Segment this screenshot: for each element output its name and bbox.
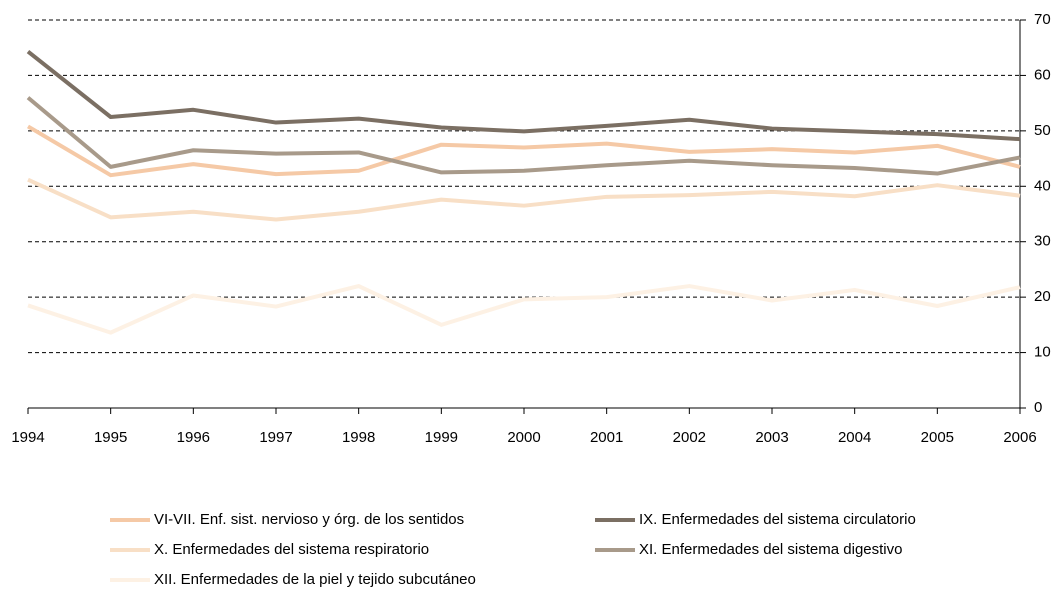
y-tick-label: 70 — [1034, 11, 1051, 28]
series-line — [27, 177, 1021, 222]
x-tick-label: 2002 — [673, 429, 706, 446]
y-tick-label: 50 — [1034, 122, 1051, 139]
y-tick-label: 30 — [1034, 233, 1051, 250]
legend-label: XII. Enfermedades de la piel y tejido su… — [154, 571, 476, 588]
x-tick-label: 1994 — [11, 429, 44, 446]
series-line — [27, 284, 1021, 335]
legend-label: X. Enfermedades del sistema respiratorio — [154, 541, 429, 558]
legend-label: XI. Enfermedades del sistema digestivo — [639, 541, 902, 558]
legend-label: IX. Enfermedades del sistema circulatori… — [639, 511, 916, 528]
series-line — [26, 50, 1021, 142]
y-tick-label: 60 — [1034, 66, 1051, 83]
x-tick-label: 1996 — [177, 429, 210, 446]
x-tick-label: 2000 — [507, 429, 540, 446]
y-tick-label: 20 — [1034, 288, 1051, 305]
x-tick-label: 1999 — [425, 429, 458, 446]
x-tick-label: 2004 — [838, 429, 871, 446]
x-tick-label: 2005 — [921, 429, 954, 446]
y-tick-label: 40 — [1034, 177, 1051, 194]
y-tick-label: 0 — [1034, 399, 1042, 416]
x-tick-label: 2003 — [755, 429, 788, 446]
x-tick-label: 1997 — [259, 429, 292, 446]
series-line — [26, 124, 1021, 178]
x-tick-label: 1995 — [94, 429, 127, 446]
legend-label: VI-VII. Enf. sist. nervioso y órg. de lo… — [154, 511, 464, 528]
x-tick-label: 2006 — [1003, 429, 1036, 446]
x-tick-label: 2001 — [590, 429, 623, 446]
series-line — [26, 96, 1021, 176]
y-tick-label: 10 — [1034, 344, 1051, 361]
x-tick-label: 1998 — [342, 429, 375, 446]
